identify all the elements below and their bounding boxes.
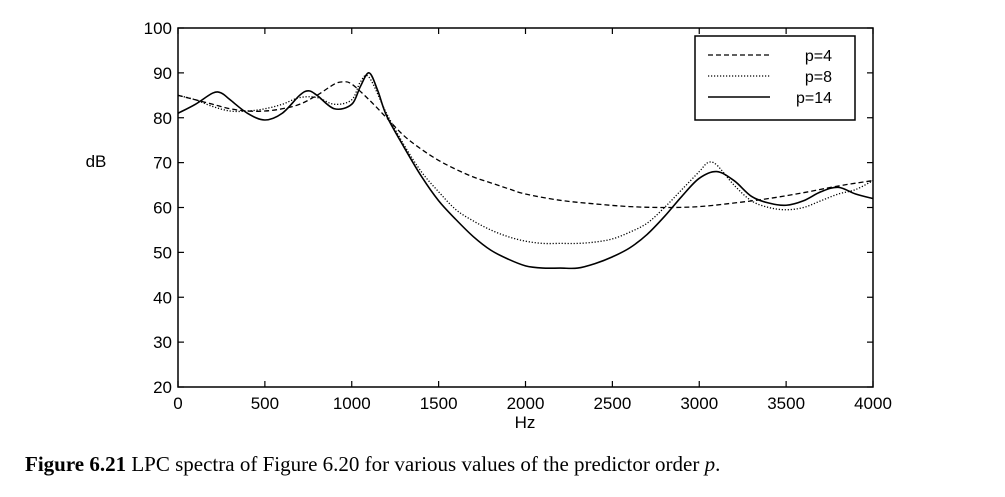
y-tick-label: 20 [153,378,172,397]
y-tick-label: 70 [153,154,172,173]
x-tick-label: 2000 [507,394,545,413]
legend-label: p=8 [805,69,832,86]
x-tick-label: 3000 [680,394,718,413]
y-tick-label: 40 [153,288,172,307]
figure-caption: Figure 6.21 LPC spectra of Figure 6.20 f… [25,452,985,477]
x-tick-label: 3500 [767,394,805,413]
x-axis-title: Hz [515,413,536,432]
legend-label: p=4 [805,48,832,65]
y-tick-label: 30 [153,333,172,352]
series-line-p-14 [177,72,874,270]
legend: p=4 p=8 p=14 [694,35,856,121]
lpc-spectra-chart: 0 500 1000 1500 2000 2500 3000 3500 4000 20 30 40 50… [86,19,892,432]
y-tick-label: 80 [153,109,172,128]
y-tick-label: 50 [153,243,172,262]
caption-variable: p [704,452,716,476]
x-tick-label: 4000 [854,394,892,413]
x-tick-label: 1500 [420,394,458,413]
caption-text: LPC spectra of Figure 6.20 for various v… [126,452,705,476]
legend-box [694,35,856,121]
x-tick-label: 2500 [593,394,631,413]
caption-end: . [715,452,721,476]
series-line-p-8 [177,74,874,245]
legend-label: p=14 [796,90,832,107]
y-tick-label: 90 [153,64,172,83]
axis-ticks: 0 500 1000 1500 2000 2500 3000 3500 4000 20 30 40 50… [144,19,892,413]
series-lines [177,72,874,270]
series-line-p-4 [177,81,874,209]
x-tick-label: 1000 [333,394,371,413]
y-tick-label: 60 [153,199,172,218]
figure-number: Figure 6.21 [25,452,127,476]
x-tick-label: 0 [173,394,182,413]
y-tick-label: 100 [144,19,172,38]
y-axis-title: dB [86,152,107,171]
x-tick-label: 500 [251,394,279,413]
